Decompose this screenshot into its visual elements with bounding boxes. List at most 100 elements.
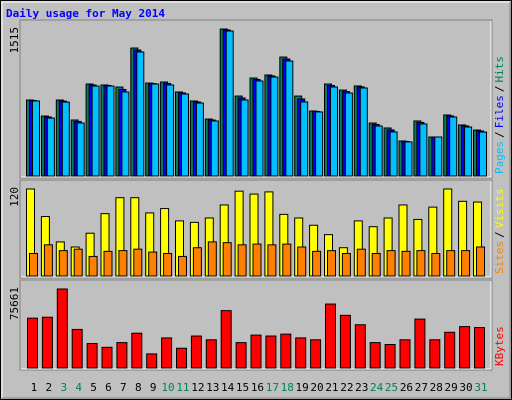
bar: [449, 116, 458, 177]
bar: [58, 250, 68, 277]
bar: [222, 242, 232, 277]
bar: [178, 255, 187, 277]
bar: [295, 337, 307, 369]
legend-entry: Pages: [493, 141, 506, 174]
bar: [88, 255, 98, 277]
bar: [270, 76, 279, 177]
legend-entry: Visits: [493, 189, 506, 229]
legend-entry: Hits: [493, 56, 506, 83]
bar: [479, 131, 487, 177]
bar: [86, 343, 98, 369]
x-tick-label: 23: [355, 381, 368, 394]
bar: [131, 332, 143, 369]
x-tick-label: 30: [459, 381, 472, 394]
bar: [339, 314, 351, 369]
y-tick-label: 1515: [8, 27, 21, 54]
bar: [280, 333, 292, 369]
bar: [386, 250, 396, 277]
x-tick-label: 18: [281, 381, 294, 394]
bar: [166, 84, 175, 177]
bar: [76, 122, 85, 177]
bar: [176, 347, 187, 369]
bar: [255, 80, 264, 177]
legend-separator: /: [493, 231, 506, 238]
bar: [192, 247, 202, 277]
panel-bevel: [21, 181, 492, 278]
bar: [474, 327, 485, 369]
x-tick-label: 29: [445, 381, 458, 394]
x-tick-label: 16: [251, 381, 264, 394]
bar: [267, 244, 277, 277]
bar: [371, 253, 381, 277]
bar: [325, 303, 336, 369]
x-tick-label: 10: [161, 381, 174, 394]
bar: [46, 117, 55, 177]
bar: [297, 246, 307, 277]
bar: [27, 317, 38, 369]
legend-separator: /: [493, 131, 506, 138]
bar: [161, 337, 173, 369]
bar: [252, 243, 262, 277]
bar: [374, 125, 383, 177]
bar: [444, 331, 456, 369]
x-tick-label: 14: [221, 381, 235, 394]
bar: [404, 141, 413, 177]
bar: [344, 92, 353, 177]
bar: [446, 250, 456, 277]
bar: [32, 100, 40, 177]
bar: [369, 342, 381, 369]
bar: [359, 87, 368, 177]
chart-title: Daily usage for May 2014: [6, 7, 165, 20]
x-tick-label: 25: [385, 381, 398, 394]
bar: [195, 102, 204, 177]
x-tick-label: 4: [75, 381, 82, 394]
bar: [103, 250, 113, 277]
bar: [71, 328, 83, 369]
legend: Sites / Visits: [493, 189, 506, 275]
bar: [327, 250, 336, 277]
bar: [61, 101, 70, 177]
bar: [431, 253, 441, 277]
bar: [163, 253, 173, 277]
bar: [136, 51, 145, 177]
x-tick-label: 19: [296, 381, 309, 394]
bar: [419, 123, 428, 177]
bar: [190, 335, 202, 369]
bar: [121, 91, 130, 177]
bar: [310, 339, 322, 369]
bar: [312, 250, 322, 277]
bar: [389, 131, 398, 177]
bar: [106, 85, 115, 177]
bar: [235, 342, 247, 369]
x-tick-label: 31: [474, 381, 487, 394]
x-tick-label: 12: [191, 381, 204, 394]
x-tick-label: 3: [60, 381, 67, 394]
x-tick-label: 13: [206, 381, 219, 394]
x-tick-label: 27: [415, 381, 428, 394]
legend-entry: Files: [493, 95, 506, 128]
legend: KBytes: [493, 326, 506, 366]
y-tick-label: 120: [8, 187, 21, 207]
legend-entry: KBytes: [493, 326, 506, 366]
bar: [73, 248, 83, 277]
x-tick-label: 22: [340, 381, 353, 394]
panel-bevel: [21, 281, 492, 370]
x-tick-label: 6: [105, 381, 112, 394]
bar: [250, 334, 262, 369]
bar: [116, 342, 128, 369]
bar: [459, 326, 471, 369]
x-tick-label: 2: [46, 381, 53, 394]
bar: [464, 126, 473, 177]
y-tick-label: 75661: [8, 287, 21, 320]
x-tick-label: 21: [325, 381, 338, 394]
x-tick-label: 26: [400, 381, 413, 394]
bar: [330, 86, 338, 177]
bar: [207, 241, 217, 277]
bar: [300, 101, 309, 177]
legend-entry: Sites: [493, 241, 506, 274]
bar: [205, 339, 217, 369]
legend: Pages / Files / Hits: [493, 56, 506, 174]
